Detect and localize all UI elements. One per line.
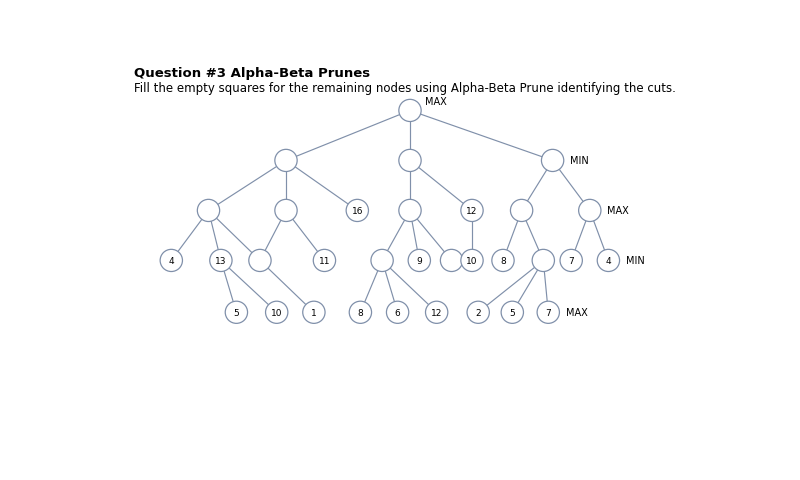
Ellipse shape: [350, 301, 371, 324]
Ellipse shape: [578, 200, 601, 222]
Ellipse shape: [560, 250, 582, 272]
Text: 9: 9: [417, 256, 422, 265]
Ellipse shape: [501, 301, 523, 324]
Ellipse shape: [314, 250, 336, 272]
Text: 12: 12: [466, 206, 478, 216]
Ellipse shape: [275, 200, 297, 222]
Ellipse shape: [426, 301, 448, 324]
Ellipse shape: [346, 200, 369, 222]
Ellipse shape: [210, 250, 232, 272]
Ellipse shape: [598, 250, 619, 272]
Text: 11: 11: [318, 256, 330, 265]
Text: MAX: MAX: [426, 97, 447, 107]
Ellipse shape: [386, 301, 409, 324]
Ellipse shape: [537, 301, 559, 324]
Text: 1: 1: [311, 308, 317, 317]
Text: MIN: MIN: [626, 256, 645, 266]
Text: 4: 4: [169, 256, 174, 265]
Ellipse shape: [160, 250, 182, 272]
Text: 7: 7: [568, 256, 574, 265]
Text: 10: 10: [271, 308, 282, 317]
Ellipse shape: [461, 250, 483, 272]
Ellipse shape: [467, 301, 490, 324]
Text: 10: 10: [466, 256, 478, 265]
Text: Fill the empty squares for the remaining nodes using Alpha-Beta Prune identifyin: Fill the empty squares for the remaining…: [134, 82, 676, 95]
Text: MIN: MIN: [570, 156, 589, 166]
Text: MAX: MAX: [566, 308, 587, 318]
Ellipse shape: [371, 250, 394, 272]
Ellipse shape: [510, 200, 533, 222]
Ellipse shape: [542, 150, 564, 172]
Text: MAX: MAX: [607, 206, 629, 216]
Ellipse shape: [399, 200, 421, 222]
Ellipse shape: [275, 150, 297, 172]
Ellipse shape: [302, 301, 325, 324]
Ellipse shape: [399, 100, 421, 122]
Text: 5: 5: [510, 308, 515, 317]
Ellipse shape: [532, 250, 554, 272]
Ellipse shape: [440, 250, 462, 272]
Text: 2: 2: [475, 308, 481, 317]
Ellipse shape: [399, 150, 421, 172]
Text: 6: 6: [394, 308, 401, 317]
Text: 8: 8: [500, 256, 506, 265]
Ellipse shape: [226, 301, 247, 324]
Text: 13: 13: [215, 256, 226, 265]
Text: 12: 12: [431, 308, 442, 317]
Text: Question #3 Alpha-Beta Prunes: Question #3 Alpha-Beta Prunes: [134, 67, 370, 80]
Text: 7: 7: [546, 308, 551, 317]
Text: 16: 16: [351, 206, 363, 216]
Ellipse shape: [266, 301, 288, 324]
Text: 4: 4: [606, 256, 611, 265]
Ellipse shape: [408, 250, 430, 272]
Text: 5: 5: [234, 308, 239, 317]
Text: 8: 8: [358, 308, 363, 317]
Ellipse shape: [461, 200, 483, 222]
Ellipse shape: [249, 250, 271, 272]
Ellipse shape: [198, 200, 220, 222]
Ellipse shape: [492, 250, 514, 272]
